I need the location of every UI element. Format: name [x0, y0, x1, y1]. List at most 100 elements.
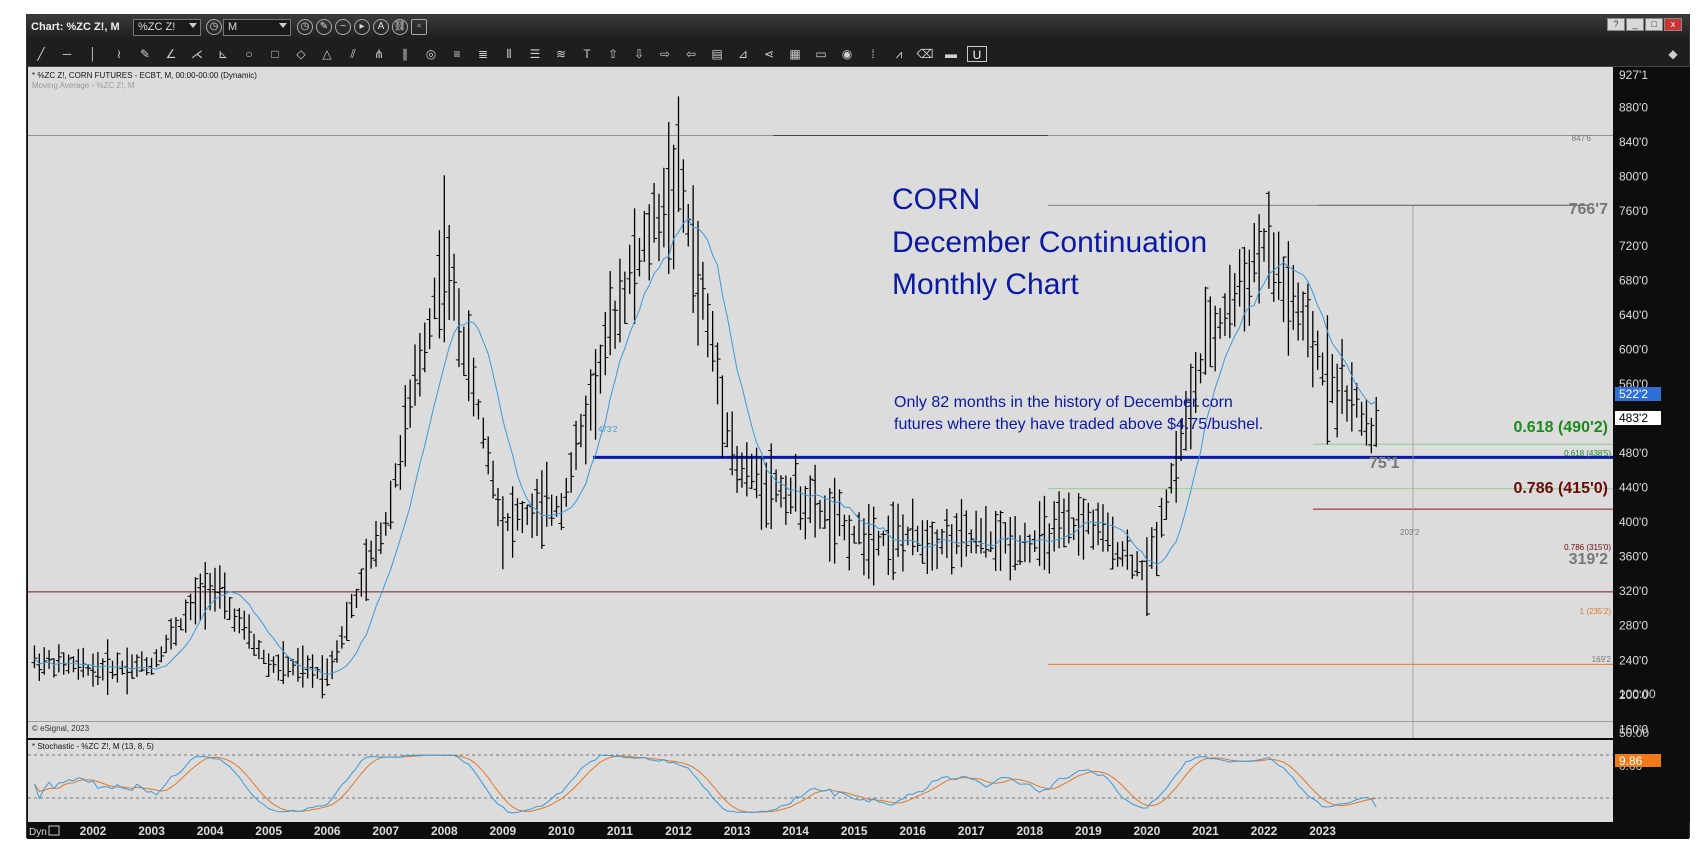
ohlc-bar [104, 639, 111, 695]
ohlc-bar [753, 447, 760, 499]
clock-icon[interactable]: ◷ [206, 19, 222, 35]
angle-tool-icon[interactable]: ⊿ [737, 47, 749, 61]
ohlc-bar [729, 411, 736, 476]
title-line-1: CORN [892, 183, 980, 216]
ohlc-bar [1300, 291, 1307, 341]
small-label-315: 0.786 (315'0) [1564, 543, 1611, 552]
year-label: 2007 [372, 824, 399, 838]
ohlc-bar [1178, 419, 1185, 461]
parallel-tool-icon[interactable]: ∥ [402, 47, 408, 61]
price-axis-tick: 160'0 [1619, 722, 1648, 736]
eye-icon[interactable]: ◉ [841, 47, 853, 61]
wave-icon[interactable]: ~ [335, 19, 351, 35]
ohlc-bar [538, 470, 545, 549]
cycle-tool-icon[interactable]: ◎ [425, 47, 437, 61]
regression-tool-icon[interactable]: ≋ [555, 47, 567, 61]
symbol-combo[interactable]: %ZC Z! [133, 19, 201, 36]
vline-tool-icon[interactable]: │ [89, 47, 97, 61]
fib-fan-tool-icon[interactable]: ⊾ [217, 47, 229, 61]
fib-time-tool-icon[interactable]: ⦀ [506, 47, 512, 61]
speed-lines-tool-icon[interactable]: ☰ [529, 47, 541, 61]
ohlc-bar [372, 520, 379, 567]
calendar-icon[interactable] [48, 825, 60, 836]
ohlc-bar [1192, 351, 1199, 413]
ohlc-bar [582, 395, 589, 465]
clock-icon[interactable]: ◷ [297, 19, 313, 35]
ohlc-bar [1080, 498, 1087, 560]
magnet-icon[interactable]: U [967, 46, 987, 62]
arrow-left-icon[interactable]: ⇦ [685, 47, 697, 61]
close-button[interactable]: x [1664, 18, 1682, 31]
arrow-up-icon[interactable]: ⇧ [607, 47, 619, 61]
ohlc-bar [109, 660, 116, 679]
gann-tool-icon[interactable]: ⋌ [191, 47, 203, 61]
price-axis[interactable]: 927'1 880'0 840'0 800'0 760'0 720'0 680'0 640'0… [1614, 67, 1690, 822]
fib-ext-tool-icon[interactable]: ≣ [477, 47, 489, 61]
price-axis-tick: 440'0 [1619, 481, 1648, 495]
channel-tool-icon[interactable]: ⫽ [350, 47, 356, 61]
text-tool-icon[interactable]: T [583, 47, 591, 61]
ohlc-bar [1265, 191, 1272, 289]
ohlc-bar [953, 513, 960, 555]
arrow-right-icon[interactable]: ⇨ [659, 47, 671, 61]
triangle-tool-icon[interactable]: △ [322, 47, 332, 61]
ohlc-bar [1231, 273, 1238, 327]
ohlc-bar [885, 515, 892, 576]
box-tool-icon[interactable]: ▭ [815, 47, 827, 61]
ohlc-bar [1280, 256, 1287, 323]
stochastic-panel[interactable]: * Stochastic - %ZC Z!, M (13, 8, 5) [28, 740, 1613, 822]
fan-left-tool-icon[interactable]: ⋖ [763, 47, 775, 61]
fan-tool-icon[interactable]: ∠ [165, 47, 177, 61]
pencil-icon[interactable]: ✎ [316, 19, 332, 35]
price-axis-tick: 360'0 [1619, 550, 1648, 564]
help-button[interactable]: ? [1607, 18, 1625, 31]
ohlc-bar [412, 344, 419, 406]
ohlc-bar [1060, 498, 1067, 548]
play-icon[interactable]: ▸ [354, 19, 370, 35]
alert-icon[interactable]: A [373, 19, 389, 35]
ohlc-bar [695, 220, 702, 346]
rectangle-tool-icon[interactable]: □ [271, 47, 279, 61]
price-panel[interactable]: * %ZC Z!, CORN FUTURES - ECBT, M, 00:00-… [28, 67, 1613, 738]
hline-tool-icon[interactable]: ─ [62, 47, 72, 61]
pen-tool-icon[interactable]: ✎ [139, 47, 151, 61]
link-icon[interactable]: ⛓ [392, 19, 408, 35]
ohlc-bar [1021, 522, 1028, 563]
time-axis[interactable]: Dyn 2002 2003 2004 2005 2006 2007 2008 2009 2010… [27, 823, 1689, 839]
year-label: 2022 [1251, 824, 1278, 838]
ohlc-bar [1324, 315, 1331, 445]
ohlc-bar [1148, 527, 1155, 569]
comment-icon[interactable]: ▬ [945, 47, 957, 61]
interval-combo[interactable]: M [223, 19, 291, 36]
eraser-icon[interactable]: ⌫ [916, 47, 934, 61]
diamond-tool-icon[interactable]: ◇ [296, 47, 306, 61]
ohlc-bar [880, 530, 887, 547]
ohlc-bar [1187, 363, 1194, 450]
ohlc-bar [836, 489, 843, 537]
small-label-235: 1 (235'2) [1580, 607, 1612, 616]
ohlc-bar [1075, 493, 1082, 556]
ohlc-bar [636, 237, 643, 277]
pattern-tool-icon[interactable]: ⁞ [871, 47, 875, 61]
minimize-button[interactable]: _ [1626, 18, 1644, 31]
maximize-button[interactable]: □ [1645, 18, 1663, 31]
line-tool-icon[interactable]: ╱ [37, 47, 45, 61]
chart-window: Chart: %ZC Z!, M %ZC Z! M ◷ ◷ ✎ ~ ▸ A ⛓ … [26, 14, 1690, 839]
window-icon[interactable]: ▫ [411, 19, 427, 35]
bars-tool-icon[interactable]: ▤ [711, 47, 723, 61]
ohlc-bar [265, 653, 272, 678]
ohlc-bar [1309, 311, 1316, 388]
zigzag-tool-icon[interactable]: ⩘ [895, 47, 903, 61]
ohlc-bar [50, 658, 57, 678]
wave-tool-icon[interactable]: ≀ [116, 47, 122, 61]
ellipse-tool-icon[interactable]: ○ [245, 47, 253, 61]
last-price-badge-bg [1615, 387, 1661, 401]
ohlc-bar [1212, 305, 1219, 372]
price-axis-tick: 880'0 [1619, 101, 1648, 115]
pin-icon[interactable]: ◆ [1668, 47, 1678, 61]
grid-tool-icon[interactable]: ▦ [789, 47, 801, 61]
pitchfork-tool-icon[interactable]: ⋔ [373, 47, 385, 61]
fib-retrace-tool-icon[interactable]: ≡ [453, 47, 461, 61]
dyn-label[interactable]: Dyn [29, 827, 47, 838]
arrow-down-icon[interactable]: ⇩ [633, 47, 645, 61]
